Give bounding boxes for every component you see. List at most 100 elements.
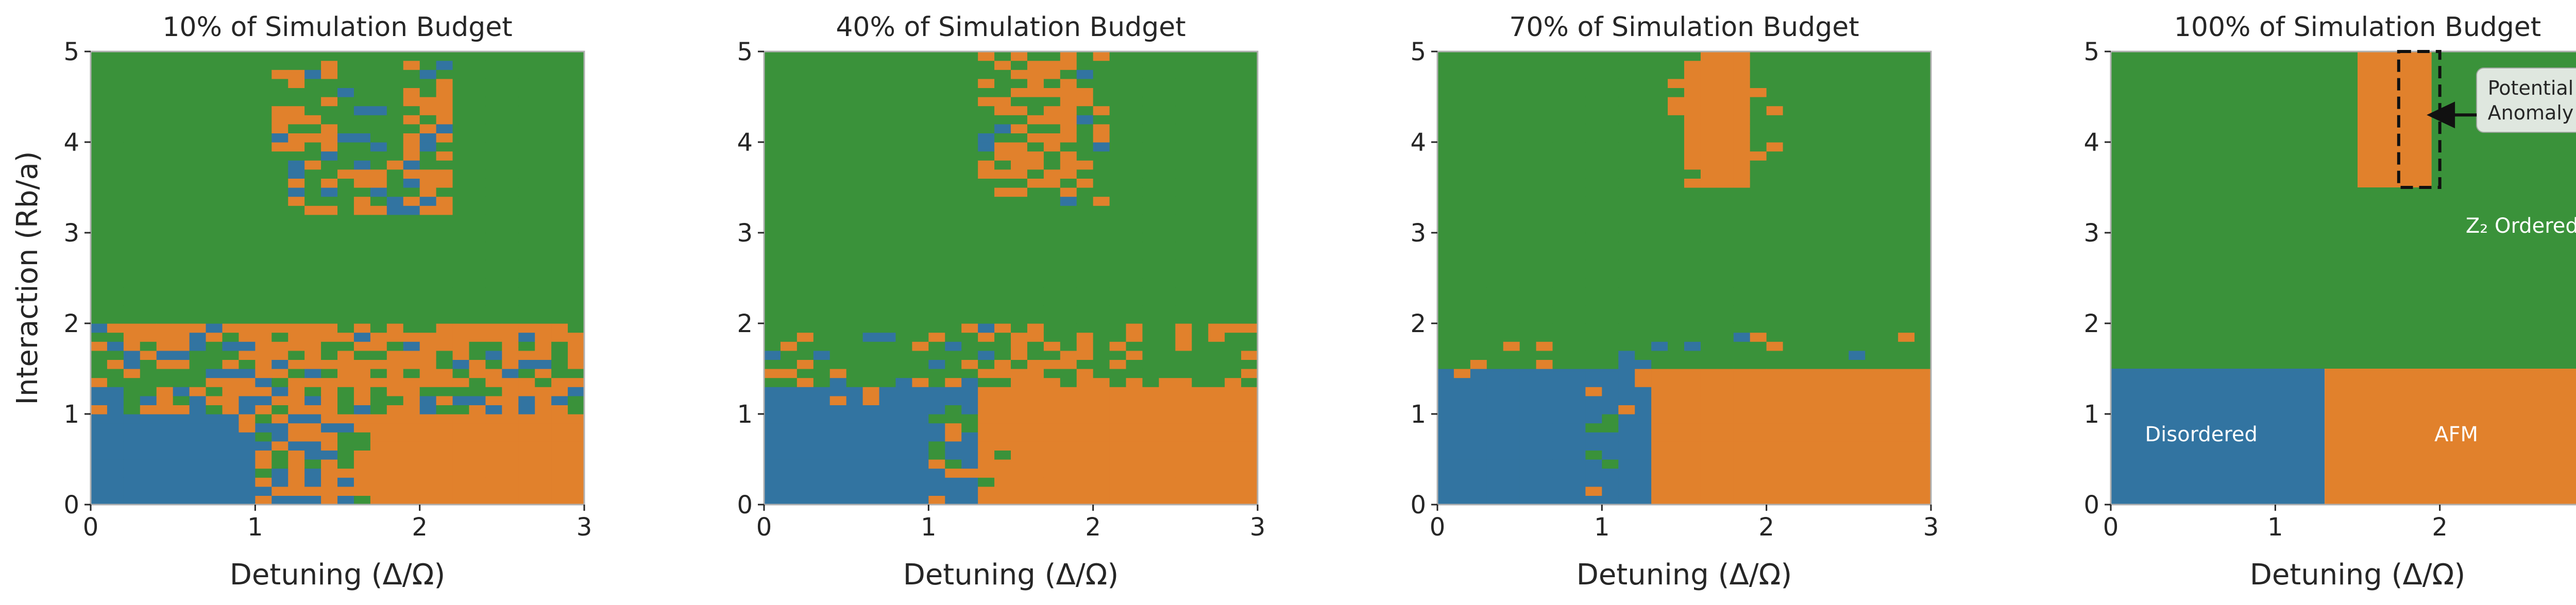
heatmap-cell <box>912 459 929 469</box>
heatmap-cell <box>1733 459 1751 469</box>
heatmap-cell <box>222 459 239 469</box>
heatmap-cell <box>1766 495 1784 505</box>
heatmap-cell <box>895 51 912 61</box>
heatmap-cell <box>1914 205 1931 215</box>
heatmap-cell <box>156 196 174 206</box>
heatmap-cell <box>568 223 585 233</box>
heatmap-cell <box>879 70 896 79</box>
heatmap-cell <box>1552 78 1570 88</box>
heatmap-cell <box>107 287 124 297</box>
heatmap-cell <box>140 486 157 496</box>
heatmap-cell <box>321 169 338 179</box>
heatmap-cell <box>1175 323 1192 333</box>
heatmap-cell <box>386 178 404 188</box>
heatmap-cell <box>813 178 831 188</box>
heatmap-cell <box>386 314 404 324</box>
heatmap-cell <box>1618 350 1635 360</box>
heatmap-cell <box>1437 459 1454 469</box>
heatmap-cell <box>1142 287 1159 297</box>
heatmap-cell <box>568 106 585 115</box>
heatmap-cell <box>386 341 404 351</box>
heatmap-cell <box>272 341 289 351</box>
heatmap-cell <box>1503 151 1520 161</box>
heatmap-cell <box>1519 151 1537 161</box>
heatmap-cell <box>829 468 847 478</box>
heatmap-cell <box>1225 178 1242 188</box>
heatmap-cell <box>288 323 305 333</box>
heatmap-cell <box>1159 296 1176 306</box>
chart-title: 100% of Simulation Budget <box>2174 12 2541 43</box>
heatmap-cell <box>1437 133 1454 143</box>
heatmap-cell <box>568 369 585 378</box>
heatmap-cell <box>403 405 420 414</box>
heatmap-cell <box>813 314 831 324</box>
heatmap-cell <box>485 142 502 152</box>
heatmap-cell <box>1832 251 1849 261</box>
heatmap-cell <box>551 223 568 233</box>
heatmap-cell <box>239 169 256 179</box>
heatmap-cell <box>862 332 880 342</box>
heatmap-cell <box>123 223 141 233</box>
heatmap-cell <box>1733 269 1751 279</box>
heatmap-cell <box>419 160 437 170</box>
heatmap-cell <box>1668 60 1685 70</box>
heatmap-cell <box>1799 60 1817 70</box>
heatmap-cell <box>862 405 880 414</box>
heatmap-cell <box>1486 124 1504 133</box>
heatmap-cell <box>1503 377 1520 387</box>
heatmap-cell <box>173 477 190 487</box>
heatmap-cell <box>140 160 157 170</box>
heatmap-cell <box>1453 70 1471 79</box>
heatmap-cell <box>551 214 568 224</box>
heatmap-cell <box>173 369 190 378</box>
heatmap-cell <box>862 423 880 433</box>
heatmap-cell <box>518 88 535 97</box>
heatmap-cell <box>189 251 207 261</box>
heatmap-cell <box>222 314 239 324</box>
heatmap-cell <box>1849 151 1866 161</box>
heatmap-cell <box>140 178 157 188</box>
heatmap-cell <box>1733 88 1751 97</box>
heatmap-cell <box>846 296 863 306</box>
heatmap-cell <box>1453 260 1471 269</box>
heatmap-cell <box>912 395 929 405</box>
heatmap-cell <box>1536 450 1553 460</box>
heatmap-cell <box>1799 423 1817 433</box>
heatmap-cell <box>1750 124 1767 133</box>
heatmap-cell <box>1011 160 1028 170</box>
heatmap-cell <box>1799 495 1817 505</box>
heatmap-cell <box>419 414 437 424</box>
heatmap-cell <box>829 187 847 197</box>
heatmap-cell <box>386 60 404 70</box>
heatmap-cell <box>1536 260 1553 269</box>
heatmap-cell <box>1684 205 1701 215</box>
heatmap-cell <box>140 51 157 61</box>
heatmap-cell <box>337 214 354 224</box>
heatmap-cell <box>1832 278 1849 288</box>
heatmap-cell <box>518 51 535 61</box>
heatmap-cell <box>1503 178 1520 188</box>
heatmap-cell <box>321 115 338 125</box>
heatmap-cell <box>928 88 945 97</box>
heatmap-cell <box>518 106 535 115</box>
heatmap-cell <box>1618 323 1635 333</box>
heatmap-cell <box>1503 205 1520 215</box>
heatmap-cell <box>879 305 896 315</box>
heatmap-cell <box>469 187 486 197</box>
heatmap-cell <box>1700 414 1718 424</box>
heatmap-cell <box>173 223 190 233</box>
heatmap-cell <box>1241 97 1258 107</box>
heatmap-cell <box>994 214 1011 224</box>
heatmap-cell <box>337 486 354 496</box>
heatmap-cell <box>1849 369 1866 378</box>
heatmap-cell <box>452 332 470 342</box>
heatmap-cell <box>1175 160 1192 170</box>
heatmap-cell <box>1486 350 1504 360</box>
heatmap-cell <box>961 142 978 152</box>
heatmap-cell <box>1093 78 1110 88</box>
heatmap-cell <box>452 214 470 224</box>
heatmap-cell <box>272 251 289 261</box>
heatmap-cell <box>353 387 371 396</box>
heatmap-cell <box>1602 423 1619 433</box>
heatmap-cell <box>829 314 847 324</box>
